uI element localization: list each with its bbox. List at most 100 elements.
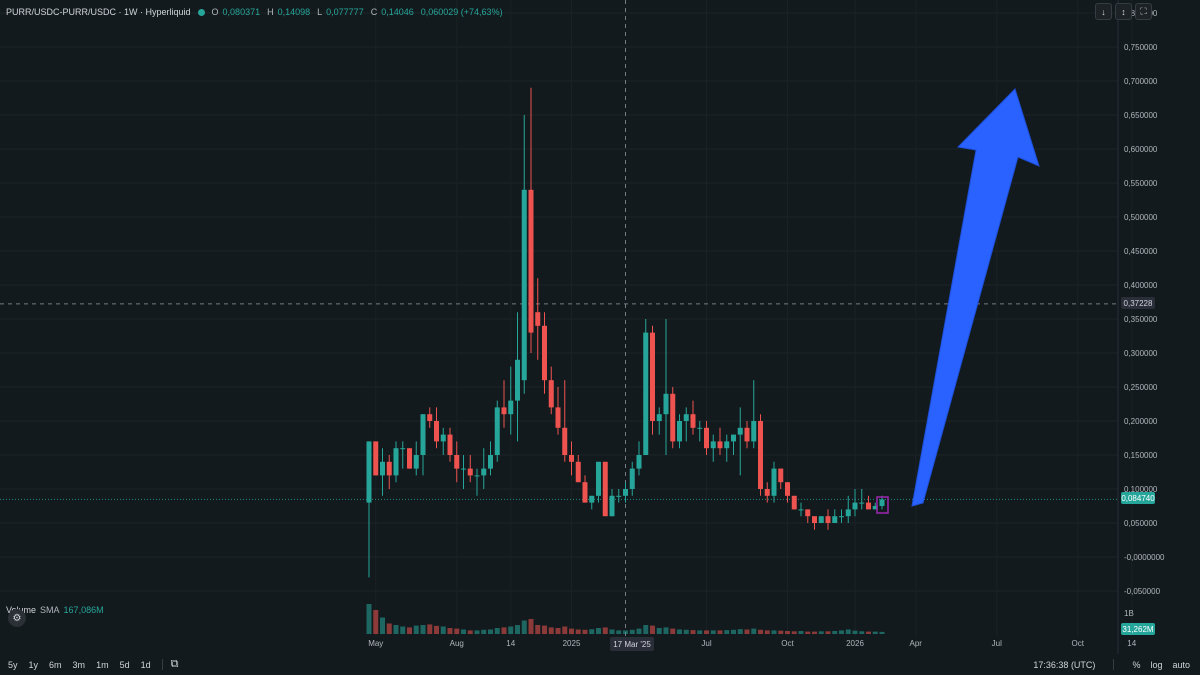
high-label: H [267,7,274,17]
candle-body [778,468,784,483]
bottom-toolbar: 5y 1y 6m 3m 1m 5d 1d ⧉ 17:36:38 (UTC) % … [0,654,1200,675]
candle-body [852,502,858,510]
candle-body [859,502,865,504]
volume-bar [812,631,817,634]
x-tick-label: May [368,639,383,648]
volume-bar [731,629,736,634]
candle-body [366,441,372,503]
candle-body [879,499,885,506]
timeframe-1y[interactable]: 1y [28,659,39,670]
volume-bar [751,628,757,634]
timeframe-6m[interactable]: 6m [49,659,62,670]
volume-bar [589,629,595,634]
y-tick-label: -0,050000 [1124,587,1161,596]
timeframe-1m[interactable]: 1m [96,659,109,670]
open-label: O [211,7,219,17]
volume-bar [737,629,743,634]
volume-bar [400,626,406,634]
candle-body [481,468,487,476]
percent-toggle[interactable]: % [1132,659,1141,670]
volume-bar [596,628,601,634]
candle-body [447,434,453,455]
timeframe-3m[interactable]: 3m [72,659,86,670]
volume-bar [636,628,642,634]
high-value: 0,14098 [277,7,311,17]
candle-body [461,468,466,470]
candle-body [670,393,676,442]
candle-body [548,380,554,408]
volume-bar [548,627,554,634]
expand-icon[interactable]: ↕ [1115,3,1132,20]
y-tick-label: 0,600000 [1124,145,1158,154]
timeframe-5d[interactable]: 5d [119,659,130,670]
candle-body [609,495,615,517]
x-tick-label: Apr [910,639,923,648]
scroll-down-icon[interactable]: ↓ [1095,3,1112,20]
candle-body [785,482,790,496]
volume-bar [609,629,615,634]
timeframe-1d[interactable]: 1d [140,659,151,670]
candle-body [454,455,460,469]
candle-body [825,516,831,523]
log-toggle[interactable]: log [1150,659,1163,670]
volume-sma-value: 167,086M [63,605,104,615]
toolbar-divider [1113,659,1115,670]
volume-bar [818,631,824,634]
y-tick-label: 0,050000 [1124,519,1158,528]
candle-body [771,468,777,496]
low-value: 0,077777 [326,7,364,17]
settings-icon[interactable]: ⚙ [8,609,26,627]
timeframe-5y[interactable]: 5y [8,659,18,670]
symbol-title[interactable]: PURR/USDC-PURR/USDC · 1W · Hyperliquid [6,7,191,17]
volume-bar [859,631,865,634]
volume-bar [623,630,628,634]
volume-bar [386,623,392,634]
candle-body [629,468,635,489]
candle-body [724,441,730,449]
volume-bar [569,628,574,634]
low-label: L [317,7,323,17]
volume-bar [825,631,831,634]
volume-bar [616,630,622,634]
candle-body [744,427,750,442]
volume-bar [866,631,871,634]
candle-body [710,441,716,449]
candle-body [812,516,817,523]
y-tick-label: 0,750000 [1124,43,1158,52]
volume-bar [744,629,750,634]
volume-bar [704,630,709,634]
volume-bar [697,630,703,634]
volume-bar [643,625,649,634]
calendar-range-icon[interactable]: ⧉ [170,658,179,670]
candle-body [690,414,696,428]
candle-body [393,448,399,476]
candle-body [569,455,574,462]
volume-bar [508,626,514,634]
volume-bar [434,625,439,634]
volume-bar [494,628,500,634]
candle-body [535,312,541,326]
x-tick-label: Oct [781,639,794,648]
y-tick-label: 0,550000 [1124,179,1158,188]
volume-bar [771,630,777,634]
y-tick-label: -0,0000000 [1124,553,1165,562]
candle-body [798,509,804,511]
candle-body [488,455,493,469]
volume-bar [515,625,520,634]
candle-body [845,509,851,517]
x-tick-label: 2026 [846,639,864,648]
auto-toggle[interactable]: auto [1172,659,1190,670]
candles-layer [366,87,885,578]
candle-body [386,461,392,476]
fullscreen-icon[interactable]: ⛶ [1135,3,1152,20]
crosshair-price-tag: 0,37228 [1121,297,1155,309]
utc-clock[interactable]: 17:36:38 (UTC) [1033,659,1096,670]
candle-body [582,482,588,503]
candle-body [542,325,547,381]
volume-bar [521,620,527,634]
volume-bar [845,629,851,634]
candle-body [866,502,871,510]
chart-toolbar: ↓ ↕ ⛶ [1095,3,1152,20]
y-tick-label: 0,200000 [1124,417,1158,426]
